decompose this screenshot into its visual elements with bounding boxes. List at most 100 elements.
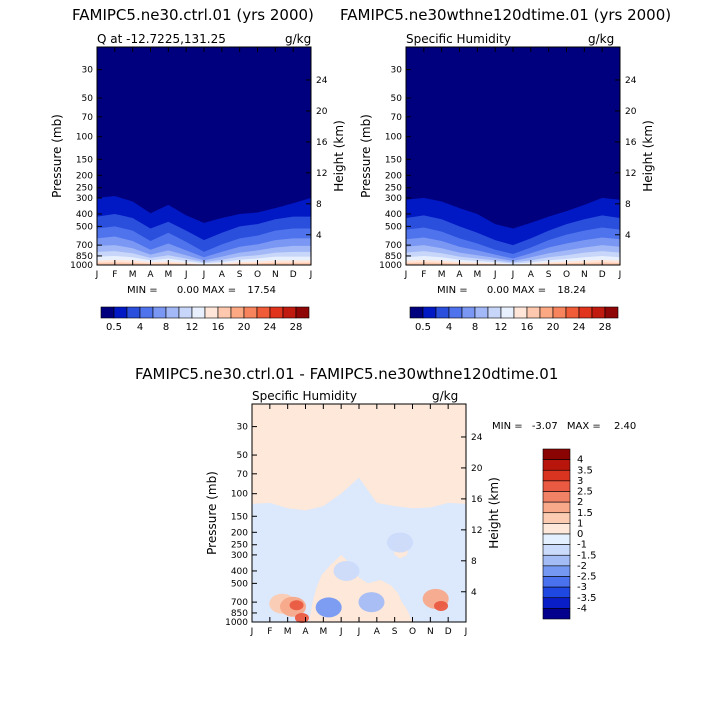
chart1-xtick-label: A bbox=[147, 270, 154, 280]
chart1-colorbar-swatch bbox=[191, 306, 206, 319]
chart1-colorbar-swatch bbox=[217, 306, 232, 319]
chart3-colorbar-label: 3.5 bbox=[577, 465, 593, 476]
chart1-ytick-label: 50 bbox=[82, 94, 94, 104]
chart3-colorbar-swatch bbox=[542, 501, 571, 514]
chart3-y2tick-label: 4 bbox=[471, 588, 477, 598]
chart1-max-value: 17.54 bbox=[247, 285, 276, 296]
chart2-xtick-label: F bbox=[421, 270, 426, 280]
chart1-units: g/kg bbox=[285, 32, 312, 46]
chart1-xtick-label: M bbox=[129, 270, 137, 280]
chart1-xtick-label: N bbox=[272, 270, 279, 280]
chart3-ytick-label: 300 bbox=[231, 551, 248, 561]
chart2-colorbar-swatch bbox=[578, 306, 593, 319]
chart2-xtick-label: J bbox=[511, 270, 515, 280]
chart2-max-value: 18.24 bbox=[557, 285, 586, 296]
chart1-colorbar-swatch bbox=[100, 306, 115, 319]
chart1-y2tick-label: 20 bbox=[316, 107, 328, 117]
chart1-ytick-label: 150 bbox=[76, 155, 93, 165]
chart1-colorbar-label: 8 bbox=[163, 322, 169, 333]
chart3-colorbar-swatch bbox=[542, 491, 571, 503]
chart3-colorbar-label: -2 bbox=[577, 561, 587, 572]
chart2-colorbar-swatch bbox=[500, 306, 515, 319]
chart3-y2tick-label: 24 bbox=[471, 433, 483, 443]
chart2-ytick-label: 200 bbox=[385, 171, 402, 181]
chart3-anomaly bbox=[294, 612, 309, 623]
chart3-colorbar-label: 2 bbox=[577, 497, 583, 508]
chart2-xtick-label: M bbox=[438, 270, 446, 280]
chart2-xtick-label: J bbox=[404, 270, 408, 280]
chart3-min-value: -3.07 bbox=[531, 421, 558, 432]
chart3-colorbar-swatch bbox=[542, 459, 571, 471]
chart2-colorbar-swatch bbox=[513, 306, 528, 319]
chart1-min-label: MIN = bbox=[127, 285, 158, 296]
chart3-colorbar-swatch bbox=[542, 512, 571, 524]
chart3-xtick-label: J bbox=[357, 627, 361, 637]
chart3-xtick-label: S bbox=[392, 627, 398, 637]
chart3-colorbar-label: -4 bbox=[577, 603, 587, 614]
chart1-xtick-label: A bbox=[219, 270, 226, 280]
chart3-ytick-label: 700 bbox=[231, 598, 248, 608]
chart3-colorbar-label: -3 bbox=[577, 582, 587, 593]
chart3-ytick-label: 70 bbox=[237, 470, 249, 480]
chart2-colorbar-label: 4 bbox=[446, 322, 452, 333]
chart2-ytick-label: 50 bbox=[391, 94, 403, 104]
chart3-title: FAMIPC5.ne30.ctrl.01 - FAMIPC5.ne30wthne… bbox=[135, 365, 559, 383]
chart1-colorbar-swatch bbox=[139, 306, 154, 319]
chart2-colorbar-swatch bbox=[539, 306, 554, 319]
chart1-ytick-label: 400 bbox=[76, 210, 93, 220]
chart1-colorbar-label: 0.5 bbox=[106, 322, 122, 333]
chart3-frame bbox=[251, 403, 467, 623]
chart2-xtick-label: N bbox=[581, 270, 588, 280]
chart3-xtick-label: M bbox=[284, 627, 292, 637]
chart2-colorbar-swatch bbox=[604, 306, 619, 319]
chart2-colorbar-swatch bbox=[565, 306, 580, 319]
chart3-ytick-label: 200 bbox=[231, 528, 248, 538]
chart3-ytick-label: 1000 bbox=[225, 618, 248, 628]
chart1-ytick-label: 850 bbox=[76, 252, 93, 262]
chart3-colorbar-label: 3 bbox=[577, 476, 583, 487]
chart2-colorbar-swatch bbox=[487, 306, 502, 319]
chart1-y2tick-label: 24 bbox=[316, 76, 328, 86]
chart1-colorbar-swatch bbox=[295, 306, 310, 319]
chart2-y2label: Height (km) bbox=[641, 120, 655, 191]
chart1-xtick-label: J bbox=[184, 270, 188, 280]
chart3-colorbar-swatch bbox=[542, 565, 571, 577]
chart3-xtick-label: N bbox=[427, 627, 434, 637]
chart3-left-label: Specific Humidity bbox=[252, 389, 357, 403]
chart3-xtick-label: A bbox=[302, 627, 309, 637]
chart1-ytick-label: 200 bbox=[76, 171, 93, 181]
chart1-y2tick-label: 8 bbox=[316, 200, 322, 210]
chart2-colorbar-label: 12 bbox=[495, 322, 508, 333]
chart1-colorbar-swatch bbox=[243, 306, 258, 319]
chart3-ytick-label: 50 bbox=[237, 451, 249, 461]
chart3-xtick-label: J bbox=[250, 627, 254, 637]
chart3-colorbar-swatch bbox=[542, 533, 571, 545]
chart1-colorbar-swatch bbox=[152, 306, 167, 319]
chart2-colorbar-swatch bbox=[474, 306, 489, 319]
chart1-title: FAMIPC5.ne30.ctrl.01 (yrs 2000) bbox=[72, 6, 314, 24]
chart1-xtick-label: J bbox=[95, 270, 99, 280]
chart2-y2tick-label: 8 bbox=[625, 200, 631, 210]
chart2-colorbar-swatch bbox=[552, 306, 567, 319]
chart3-anomaly bbox=[358, 592, 385, 613]
chart2-colorbar-swatch bbox=[409, 306, 424, 319]
chart3-ylabel: Pressure (mb) bbox=[205, 471, 219, 555]
chart1-xtick-label: O bbox=[254, 270, 261, 280]
chart1-ytick-label: 700 bbox=[76, 241, 93, 251]
chart1-frame bbox=[96, 46, 312, 266]
chart2-min-value: 0.00 bbox=[486, 285, 510, 296]
chart2-ytick-label: 70 bbox=[391, 113, 403, 123]
chart2-y2tick-label: 24 bbox=[625, 76, 637, 86]
chart2-left-label: Specific Humidity bbox=[406, 32, 511, 46]
chart3-anomaly bbox=[315, 597, 342, 618]
chart3-colorbar-label: -2.5 bbox=[577, 572, 597, 583]
chart1-colorbar-label: 4 bbox=[137, 322, 143, 333]
chart3-colorbar-label: 2.5 bbox=[577, 487, 593, 498]
chart3-colorbar-swatch bbox=[542, 576, 571, 588]
chart1-max-label: MAX = bbox=[202, 285, 237, 296]
chart1-minmax: MIN = 0.00 MAX = 17.54 bbox=[127, 285, 276, 296]
chart3-anomaly bbox=[333, 560, 360, 581]
chart3-colorbar-swatch bbox=[542, 523, 571, 535]
chart2-ytick-label: 500 bbox=[385, 222, 402, 232]
